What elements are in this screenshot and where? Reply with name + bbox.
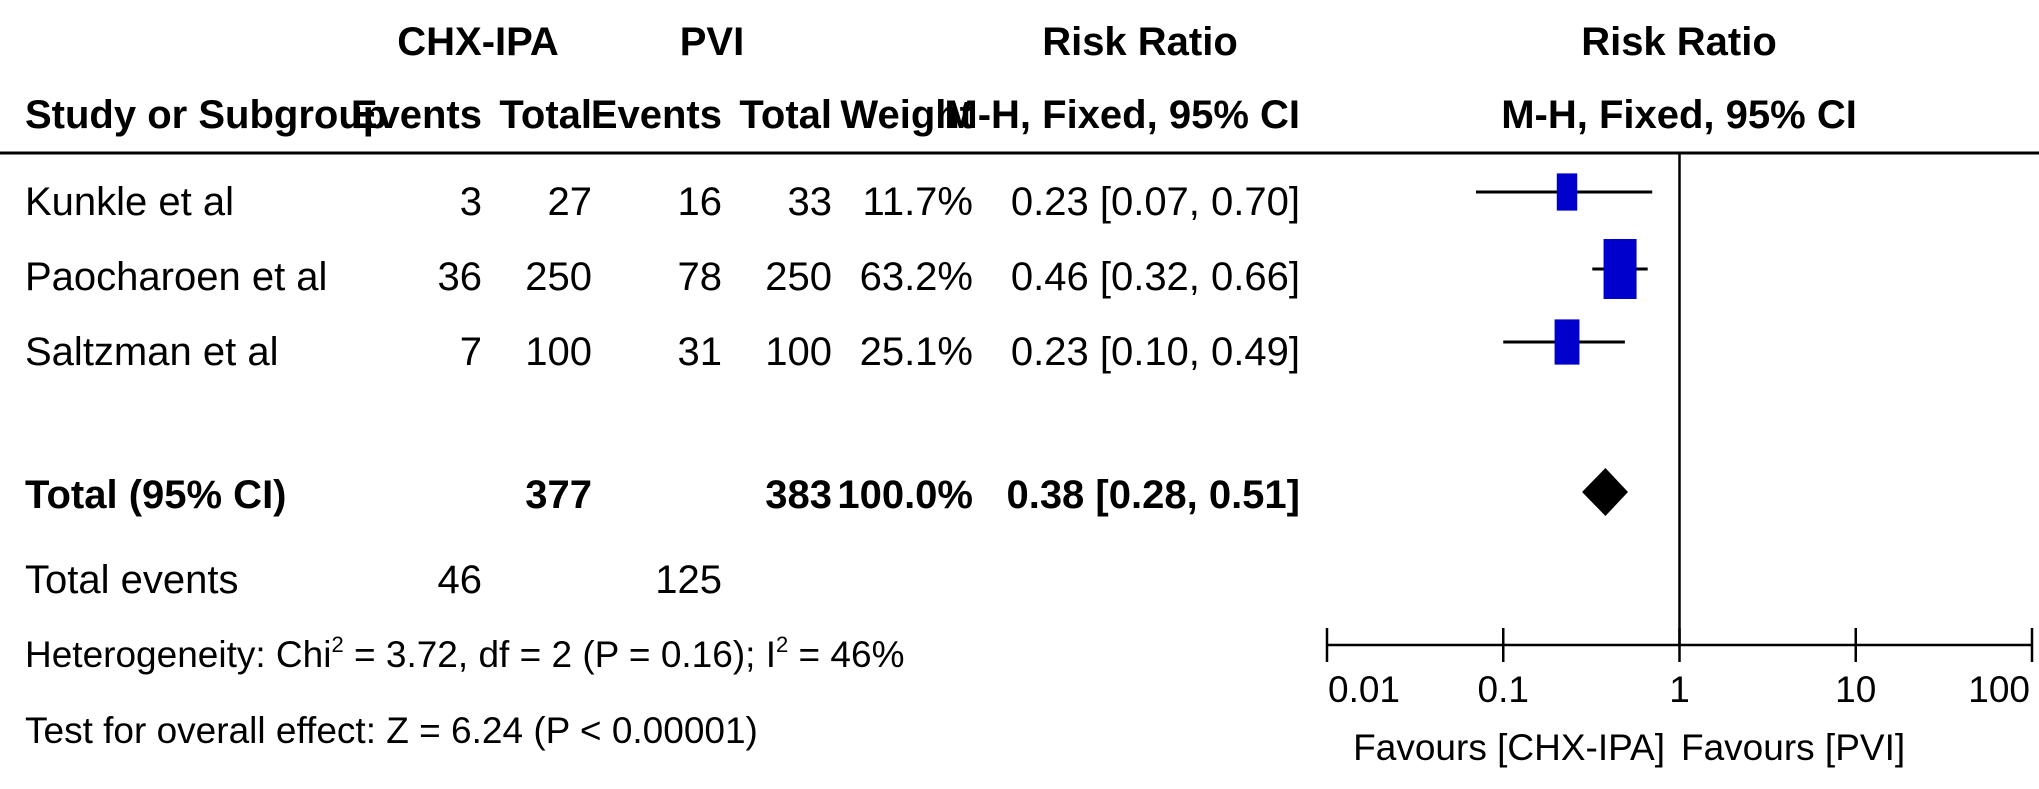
- weight: 63.2%: [860, 255, 973, 299]
- heterogeneity-note: Heterogeneity: Chi2 = 3.72, df = 2 (P = …: [25, 632, 904, 675]
- favours-left-label: Favours [CHX-IPA]: [1353, 727, 1665, 768]
- header-weight: Weight: [840, 93, 973, 137]
- total-g2: 383: [765, 473, 832, 517]
- total-risk-ratio-ci: 0.38 [0.28, 0.51]: [1006, 473, 1300, 517]
- study-point-estimate: [1603, 239, 1637, 299]
- g2-total: 250: [765, 255, 832, 299]
- g2-events: 16: [678, 180, 723, 224]
- total-label: Total (95% CI): [25, 473, 287, 517]
- x-tick-label: 10: [1835, 669, 1876, 710]
- total-row: Total (95% CI) 377 383 100.0% 0.38 [0.28…: [25, 473, 1300, 517]
- x-tick-label: 100: [1968, 669, 2030, 710]
- header-g2-total: Total: [739, 93, 832, 137]
- i-superscript: 2: [776, 632, 788, 657]
- x-axis-ticks: 0.01 0.1 1 10 100: [1325, 628, 2034, 710]
- x-tick-label: 0.01: [1328, 669, 1400, 710]
- header-rr-method: M-H, Fixed, 95% CI: [944, 93, 1300, 137]
- x-tick-label: 1: [1669, 669, 1690, 710]
- study-point-estimate: [1554, 319, 1580, 365]
- study-name: Kunkle et al: [25, 180, 234, 224]
- study-markers: [1475, 173, 1653, 365]
- g1-events: 7: [460, 330, 482, 374]
- risk-ratio-ci: 0.23 [0.10, 0.49]: [1011, 330, 1300, 374]
- g2-events: 31: [678, 330, 723, 374]
- header-g2-events: Events: [591, 93, 722, 137]
- header-group1: CHX-IPA: [397, 20, 558, 64]
- weight: 11.7%: [863, 180, 973, 224]
- g1-total: 27: [548, 180, 593, 224]
- risk-ratio-ci: 0.46 [0.32, 0.66]: [1011, 255, 1300, 299]
- header-study: Study or Subgroup: [25, 93, 387, 137]
- overall-effect-note: Test for overall effect: Z = 6.24 (P < 0…: [25, 710, 758, 751]
- g1-events: 3: [460, 180, 482, 224]
- header-rr-top: Risk Ratio: [1042, 20, 1238, 64]
- chi-superscript: 2: [331, 632, 343, 657]
- header-plot-method: M-H, Fixed, 95% CI: [1501, 93, 1857, 137]
- g2-total: 100: [765, 330, 832, 374]
- header-g1-events: Events: [351, 93, 482, 137]
- total-events-label: Total events: [25, 558, 238, 602]
- total-g1: 377: [525, 473, 592, 517]
- g2-total: 33: [788, 180, 833, 224]
- study-row: Saltzman et al 7 100 31 100 25.1% 0.23 […: [25, 330, 1300, 374]
- g1-events: 36: [438, 255, 483, 299]
- forest-plot: 0.01 0.1 1 10 100 Favours [CHX-IPA] Favours …: [1325, 153, 2034, 768]
- study-row: Kunkle et al 3 27 16 33 11.7% 0.23 [0.07…: [25, 180, 1300, 224]
- favours-right-label: Favours [PVI]: [1681, 727, 1905, 768]
- header-g1-total: Total: [499, 93, 592, 137]
- header-group2: PVI: [680, 20, 744, 64]
- total-events-g2: 125: [655, 558, 722, 602]
- study-name: Saltzman et al: [25, 330, 278, 374]
- total-events-g1: 46: [438, 558, 483, 602]
- header-plot-top: Risk Ratio: [1581, 20, 1777, 64]
- study-row: Paocharoen et al 36 250 78 250 63.2% 0.4…: [25, 255, 1300, 299]
- g2-events: 78: [678, 255, 723, 299]
- study-name: Paocharoen et al: [25, 255, 327, 299]
- risk-ratio-ci: 0.23 [0.07, 0.70]: [1011, 180, 1300, 224]
- study-point-estimate: [1556, 173, 1578, 211]
- total-events-row: Total events 46 125: [25, 558, 722, 602]
- x-tick-label: 0.1: [1478, 669, 1529, 710]
- g1-total: 250: [525, 255, 592, 299]
- g1-total: 100: [525, 330, 592, 374]
- total-weight: 100.0%: [837, 473, 973, 517]
- weight: 25.1%: [860, 330, 973, 374]
- summary-diamond: [1582, 468, 1628, 516]
